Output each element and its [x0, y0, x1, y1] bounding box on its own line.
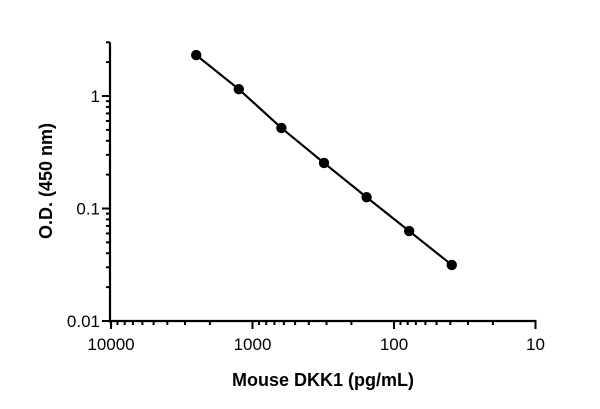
data-point-marker: [233, 83, 244, 95]
y-tick-label: 0.01: [67, 312, 100, 331]
x-tick-label: 10: [526, 335, 545, 354]
x-tick-label: 10000: [87, 335, 134, 354]
data-point-marker: [190, 49, 202, 61]
y-axis-title: O.D. (450 nm): [36, 123, 56, 239]
x-tick-label: 1000: [234, 335, 272, 354]
y-tick-label: 0.1: [76, 200, 100, 219]
data-points: [190, 49, 457, 271]
data-point-marker: [276, 122, 287, 134]
y-tick-label: 1: [91, 87, 100, 106]
x-axis-title: Mouse DKK1 (pg/mL): [232, 370, 414, 390]
data-point-marker: [361, 192, 372, 203]
x-axis: 10000 1000 100 10: [87, 319, 545, 354]
data-point-marker: [446, 259, 457, 271]
y-axis: 0.01 0.1 1: [67, 41, 112, 331]
x-tick-label: 100: [380, 335, 408, 354]
data-point-marker: [403, 225, 415, 237]
data-point-marker: [318, 157, 330, 169]
